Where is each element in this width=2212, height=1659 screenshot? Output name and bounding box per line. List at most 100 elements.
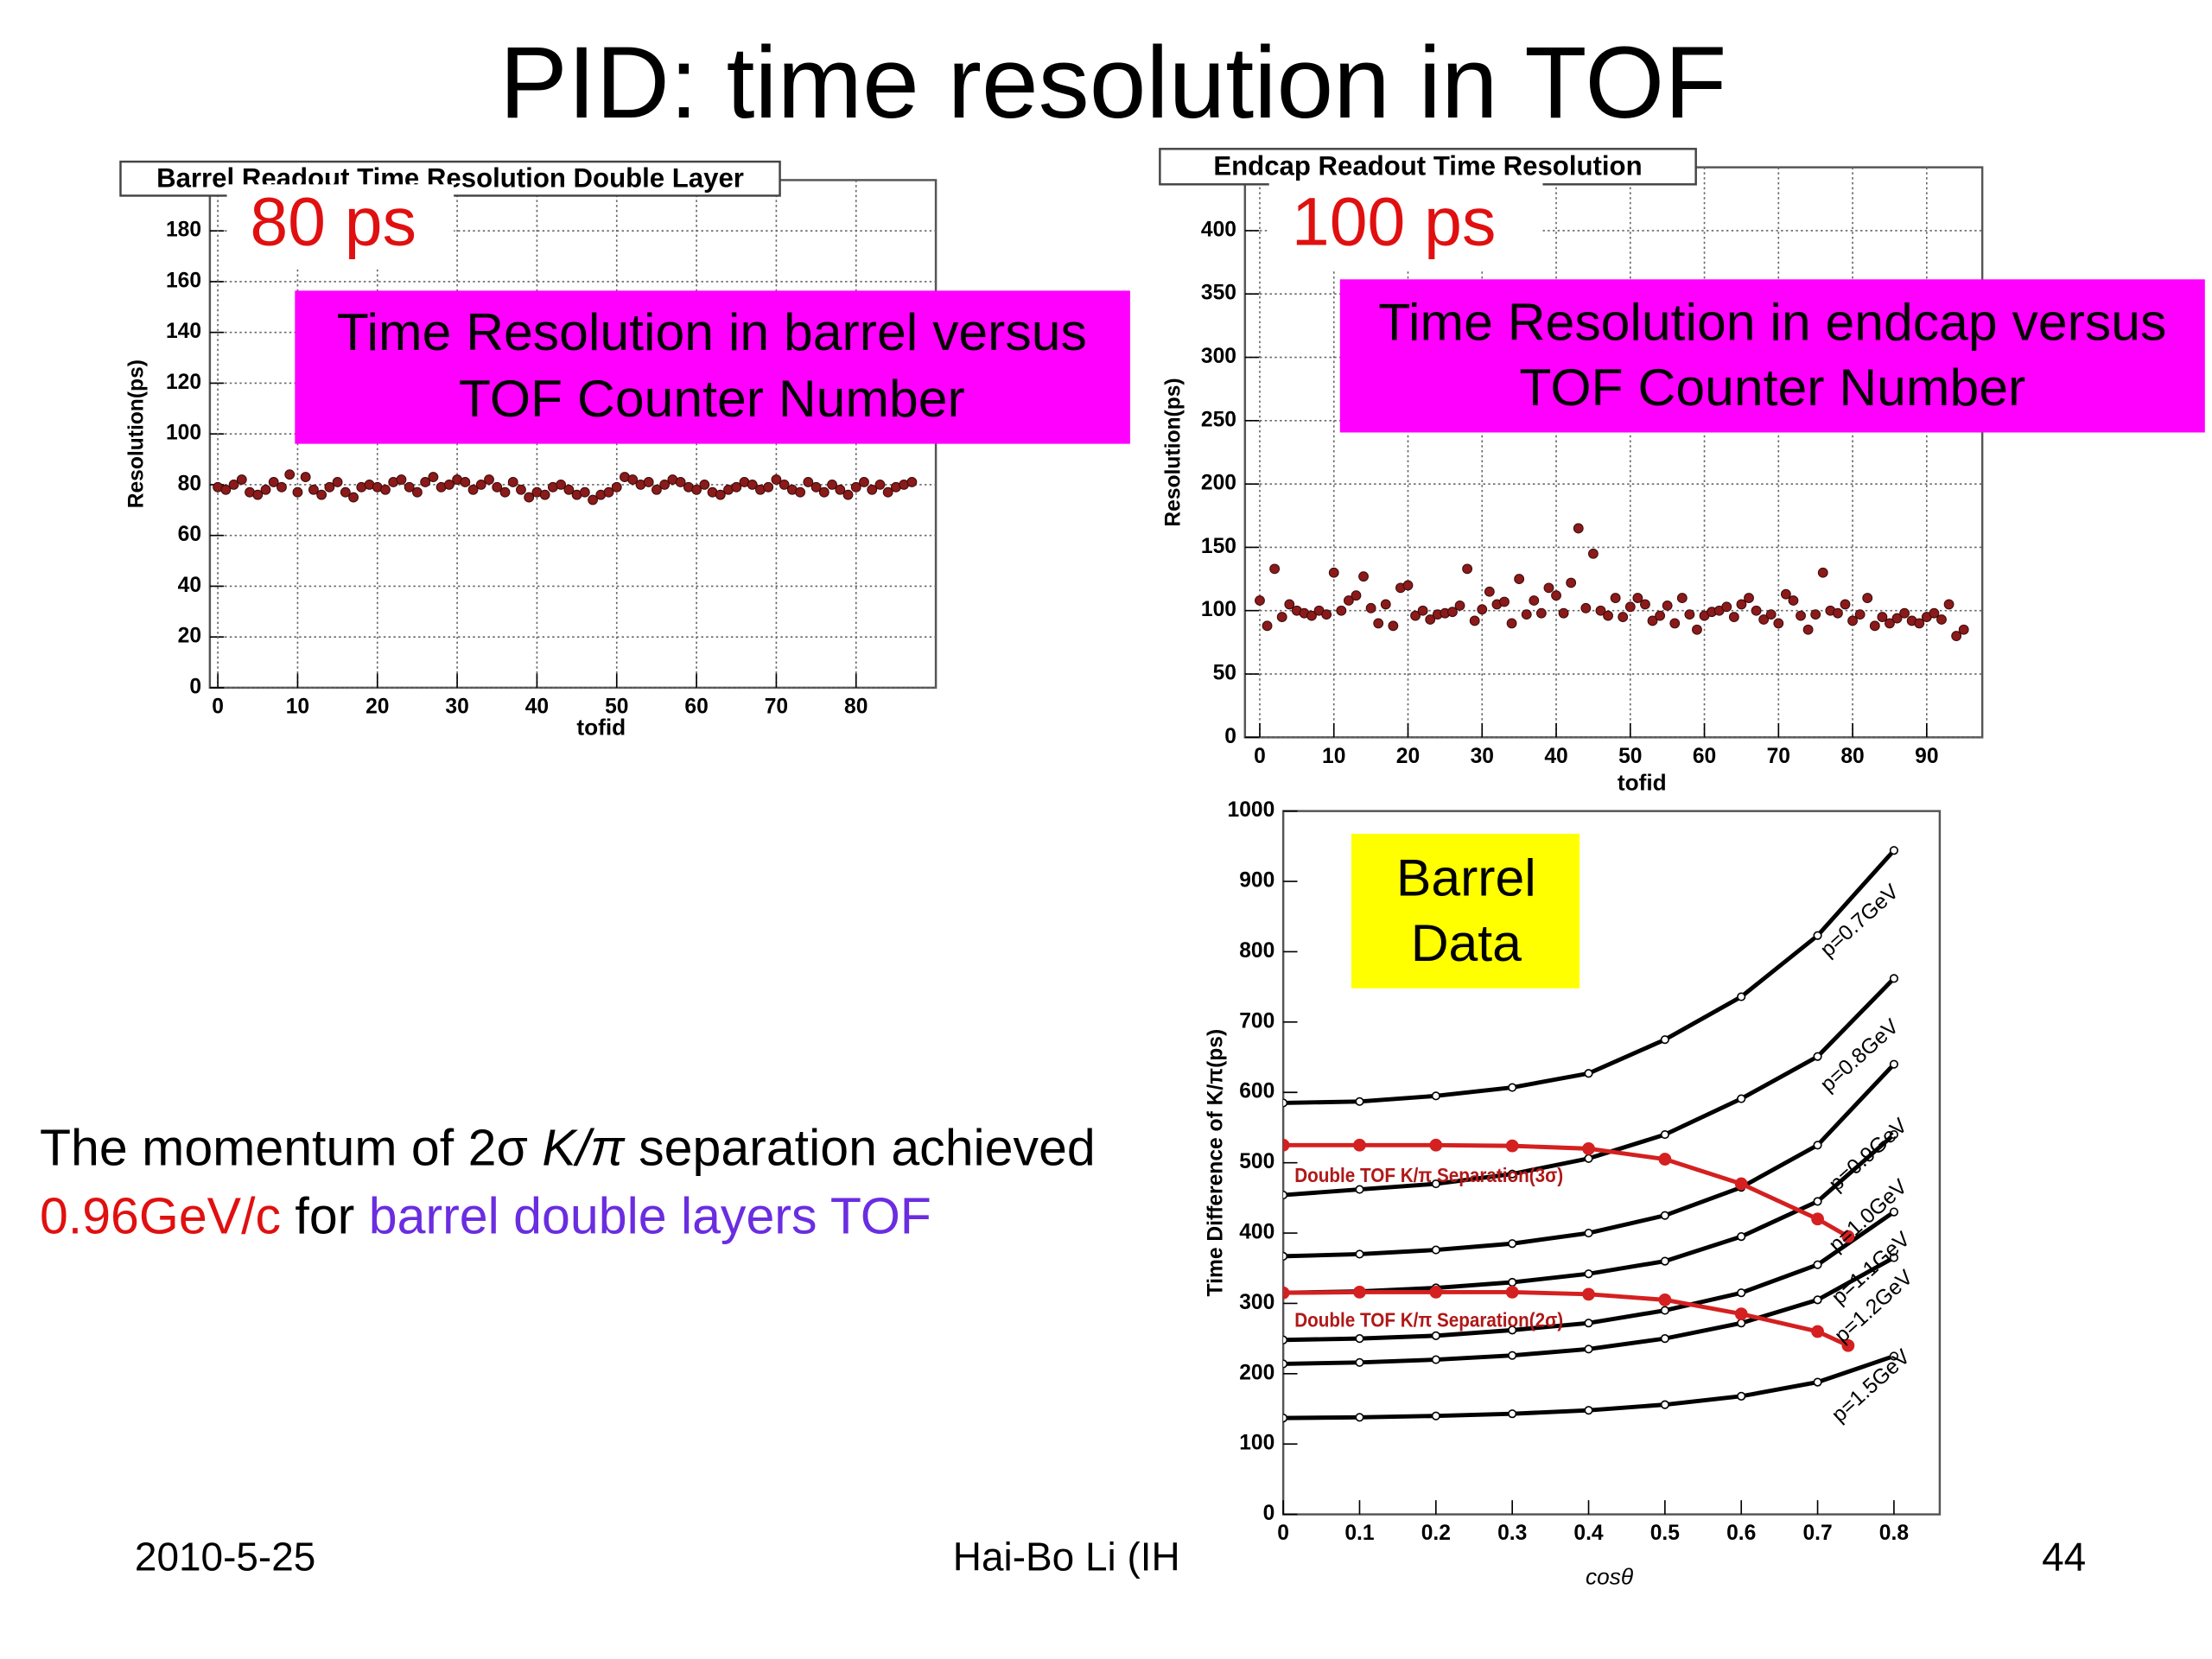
data-point	[675, 477, 686, 487]
curve-point	[1813, 1295, 1822, 1305]
data-point	[539, 489, 550, 500]
data-point	[699, 479, 710, 490]
curve-point	[1283, 1414, 1288, 1423]
data-point	[507, 477, 518, 487]
data-point	[1610, 593, 1621, 603]
curve-point	[1355, 1357, 1364, 1367]
data-point	[308, 484, 319, 495]
x-tick-label: 0.1	[1344, 1522, 1374, 1545]
x-axis-label: tofid	[576, 714, 626, 740]
data-point	[1336, 605, 1347, 616]
data-point	[1477, 604, 1488, 615]
data-point	[524, 492, 535, 503]
curve-point	[1353, 1138, 1366, 1152]
x-tick-label: 10	[1322, 745, 1345, 768]
curve-point	[1737, 1094, 1746, 1103]
curve-point	[1737, 1319, 1746, 1328]
data-point	[1373, 618, 1384, 629]
x-tick-label: 30	[445, 695, 468, 718]
y-tick-label: 300	[1201, 345, 1236, 368]
data-point	[1885, 618, 1895, 629]
slide-title: PID: time resolution in TOF	[499, 26, 1726, 140]
data-point	[1869, 620, 1880, 632]
curve-point	[1508, 1239, 1517, 1249]
data-point	[340, 486, 351, 498]
x-tick-label: 40	[1544, 745, 1567, 768]
data-point	[1551, 590, 1561, 601]
data-point	[1796, 610, 1806, 621]
curve-point	[1431, 1245, 1440, 1255]
curve-point	[1584, 1154, 1593, 1163]
data-point	[236, 474, 247, 485]
data-point	[1454, 600, 1465, 611]
data-point	[1817, 567, 1828, 578]
data-point	[492, 481, 503, 493]
chart-title: Endcap Readout Time Resolution	[1213, 151, 1642, 181]
body-text: 0.96GeV/c for barrel double layers TOF	[40, 1187, 931, 1244]
curve-point	[1889, 1253, 1899, 1262]
callout-box	[1339, 279, 2205, 433]
data-point	[292, 486, 303, 498]
data-point	[842, 489, 854, 500]
y-tick-label: 400	[1201, 218, 1236, 241]
y-tick-label: 200	[1201, 472, 1236, 495]
data-point	[1484, 586, 1495, 597]
curve-point	[1283, 1251, 1288, 1261]
x-axis-label: tofid	[1618, 769, 1667, 795]
curve-label: Double TOF K/π Separation(3σ)	[1294, 1164, 1563, 1186]
curve-point	[1283, 1359, 1288, 1369]
x-tick-label: 70	[1767, 745, 1790, 768]
data-point	[652, 484, 662, 495]
data-point	[874, 479, 886, 490]
text-run: separation achieved	[625, 1119, 1096, 1176]
y-axis-label: Resolution(ps)	[1161, 378, 1185, 526]
curve-point	[1584, 1228, 1593, 1238]
data-point	[1899, 607, 1910, 619]
data-point	[882, 486, 893, 498]
data-point	[1847, 615, 1858, 626]
data-point	[1669, 618, 1681, 629]
data-point	[1558, 607, 1569, 619]
data-point	[396, 474, 407, 485]
curve-point	[1889, 974, 1899, 983]
data-point	[1388, 620, 1399, 632]
data-point	[1425, 614, 1436, 625]
data-point	[1951, 631, 1962, 641]
curve-point	[1813, 1141, 1822, 1150]
data-point	[1684, 609, 1695, 620]
curve-point	[1813, 1197, 1822, 1206]
x-tick-label: 0.3	[1497, 1522, 1527, 1545]
curve-point	[1734, 1307, 1748, 1321]
curve-point	[1582, 1141, 1595, 1155]
x-tick-label: 60	[684, 695, 708, 718]
data-point	[420, 477, 431, 487]
curve-point	[1660, 1256, 1669, 1266]
curve-point	[1431, 1331, 1440, 1340]
curve-point	[1889, 1129, 1899, 1140]
curve-point	[1508, 1351, 1517, 1360]
data-point	[1469, 615, 1480, 626]
data-point	[1566, 577, 1577, 588]
curve-point	[1660, 1211, 1669, 1220]
y-tick-label: 0	[189, 675, 201, 698]
data-point	[1751, 605, 1762, 616]
y-tick-label: 160	[166, 269, 201, 292]
curve-point	[1584, 1344, 1593, 1354]
y-tick-label: 60	[178, 523, 201, 546]
data-point	[268, 477, 279, 487]
y-tick-label: 200	[1239, 1361, 1274, 1384]
y-tick-label: 140	[166, 320, 201, 343]
data-point	[516, 484, 526, 495]
y-tick-label: 350	[1201, 282, 1236, 305]
data-point	[1255, 595, 1265, 606]
data-point	[1328, 567, 1339, 578]
data-point	[835, 484, 846, 495]
data-point	[1269, 563, 1281, 575]
data-point	[795, 486, 806, 498]
data-point	[1543, 582, 1554, 594]
footer-author: Hai-Bo Li (IH	[953, 1534, 1180, 1579]
curve-point	[1841, 1230, 1855, 1243]
curve-point	[1660, 1334, 1669, 1344]
x-tick-label: 90	[1915, 745, 1938, 768]
callout-text: Time Resolution in barrel versus	[337, 302, 1087, 361]
